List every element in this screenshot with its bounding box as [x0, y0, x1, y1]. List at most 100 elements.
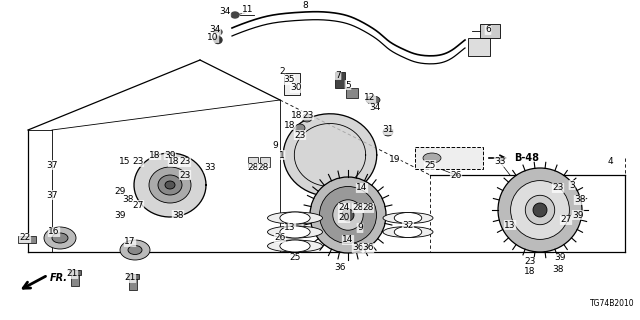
Text: 21: 21 — [124, 274, 136, 283]
Text: 16: 16 — [48, 228, 60, 236]
Text: 37: 37 — [46, 190, 58, 199]
Text: 38: 38 — [122, 196, 134, 204]
Text: 36: 36 — [352, 244, 364, 252]
Text: 18: 18 — [168, 157, 180, 166]
Text: 6: 6 — [485, 26, 491, 35]
Text: 25: 25 — [289, 253, 301, 262]
Ellipse shape — [128, 245, 142, 254]
Text: 18: 18 — [524, 268, 536, 276]
Text: 13: 13 — [504, 220, 516, 229]
Ellipse shape — [165, 181, 175, 189]
Bar — [335, 72, 345, 88]
Text: 37: 37 — [46, 161, 58, 170]
Bar — [129, 274, 137, 290]
Bar — [69, 270, 81, 275]
Text: 1: 1 — [279, 150, 285, 159]
Text: 8: 8 — [302, 1, 308, 10]
Text: 31: 31 — [382, 125, 394, 134]
Bar — [415, 147, 483, 169]
Text: 28: 28 — [352, 204, 364, 212]
Text: 5: 5 — [345, 81, 351, 90]
Ellipse shape — [231, 12, 239, 18]
Text: 23: 23 — [179, 171, 191, 180]
Bar — [18, 236, 36, 243]
Text: 28: 28 — [247, 164, 259, 172]
Text: 30: 30 — [291, 84, 301, 92]
Text: 7: 7 — [335, 70, 341, 79]
Bar — [248, 157, 258, 167]
Text: 35: 35 — [284, 76, 295, 84]
Text: 39: 39 — [554, 253, 566, 262]
Text: 3: 3 — [569, 180, 575, 189]
Ellipse shape — [511, 180, 570, 239]
Text: 38: 38 — [172, 211, 184, 220]
Text: 28: 28 — [257, 164, 269, 172]
Text: 34: 34 — [369, 103, 381, 113]
Text: 26: 26 — [275, 234, 285, 243]
Text: 33: 33 — [494, 157, 506, 166]
Ellipse shape — [268, 212, 323, 224]
Ellipse shape — [525, 195, 555, 225]
Ellipse shape — [295, 124, 305, 132]
Bar — [71, 270, 79, 286]
Text: 36: 36 — [362, 244, 374, 252]
Text: 3: 3 — [150, 150, 156, 159]
Text: 33: 33 — [204, 164, 216, 172]
Ellipse shape — [394, 212, 422, 223]
Text: 14: 14 — [342, 236, 354, 244]
Ellipse shape — [268, 240, 323, 252]
Ellipse shape — [383, 212, 433, 223]
Bar — [284, 73, 300, 95]
Bar — [260, 157, 270, 167]
Text: 21: 21 — [67, 269, 77, 278]
Ellipse shape — [214, 29, 222, 35]
Text: B-48: B-48 — [514, 153, 539, 163]
Ellipse shape — [120, 240, 150, 260]
Text: 28: 28 — [362, 204, 374, 212]
Text: 29: 29 — [115, 188, 125, 196]
Text: 27: 27 — [132, 201, 144, 210]
Ellipse shape — [280, 226, 310, 238]
Text: 4: 4 — [607, 157, 613, 166]
Polygon shape — [134, 153, 206, 217]
Text: 26: 26 — [451, 171, 461, 180]
Ellipse shape — [52, 233, 68, 243]
Text: 36: 36 — [334, 263, 346, 273]
Text: 14: 14 — [356, 183, 368, 193]
Text: 38: 38 — [574, 196, 586, 204]
Text: 18: 18 — [149, 150, 161, 159]
Text: 11: 11 — [243, 5, 253, 14]
Ellipse shape — [423, 153, 441, 163]
Ellipse shape — [383, 128, 393, 136]
Bar — [480, 24, 500, 38]
Text: TG74B2010: TG74B2010 — [590, 299, 635, 308]
Ellipse shape — [498, 168, 582, 252]
Ellipse shape — [342, 209, 354, 221]
Ellipse shape — [302, 114, 312, 122]
Ellipse shape — [383, 227, 433, 237]
Ellipse shape — [333, 200, 364, 230]
Text: 39: 39 — [572, 211, 584, 220]
Text: 13: 13 — [284, 223, 296, 233]
Text: 18: 18 — [284, 121, 296, 130]
Ellipse shape — [280, 212, 310, 224]
Ellipse shape — [214, 36, 222, 44]
Ellipse shape — [268, 226, 323, 238]
Text: 34: 34 — [220, 7, 230, 17]
Bar — [346, 88, 358, 98]
Text: 32: 32 — [403, 220, 413, 229]
Ellipse shape — [533, 203, 547, 217]
Ellipse shape — [44, 227, 76, 249]
Text: 2: 2 — [279, 68, 285, 76]
Text: 23: 23 — [132, 157, 144, 166]
Bar — [127, 274, 139, 279]
Text: 38: 38 — [552, 266, 564, 275]
Polygon shape — [284, 114, 377, 196]
Text: 23: 23 — [552, 183, 564, 193]
Text: 39: 39 — [164, 150, 176, 159]
Text: 20: 20 — [339, 213, 349, 222]
Text: 23: 23 — [179, 157, 191, 166]
Text: 39: 39 — [115, 211, 125, 220]
Text: FR.: FR. — [50, 273, 68, 283]
Ellipse shape — [158, 175, 182, 195]
